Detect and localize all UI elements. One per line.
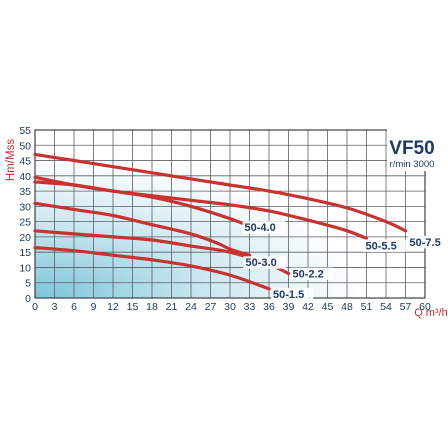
y-tick-label: 30 xyxy=(19,201,31,213)
x-tick-label: 3 xyxy=(52,301,58,313)
y-tick-label: 40 xyxy=(19,171,31,183)
x-tick-label: 45 xyxy=(322,301,334,313)
series-label-bg xyxy=(407,235,448,249)
x-axis-label: Q m³/h xyxy=(414,307,448,319)
x-tick-label: 6 xyxy=(71,301,77,313)
x-tick-label: 60 xyxy=(419,301,431,313)
x-tick-label: 24 xyxy=(185,301,197,313)
y-tick-label: 45 xyxy=(19,156,31,168)
x-tick-label: 18 xyxy=(146,301,158,313)
x-tick-label: 33 xyxy=(244,301,256,313)
x-tick-label: 48 xyxy=(341,301,353,313)
series-label-50-5.5: 50-5.5 xyxy=(366,240,397,252)
y-tick-label: 55 xyxy=(19,125,31,137)
y-tick-label: 50 xyxy=(19,140,31,152)
x-tick-label: 51 xyxy=(361,301,373,313)
chart-title: VF50 xyxy=(389,138,434,159)
title-box: VF50 r/min 3000 xyxy=(387,129,437,171)
plot-frame xyxy=(34,129,426,299)
chart-subtitle: r/min 3000 xyxy=(390,159,435,170)
series-line-50-7.5 xyxy=(33,152,408,233)
series-line-50-1.5 xyxy=(33,246,271,291)
x-tick-label: 57 xyxy=(400,301,412,313)
series-label-50-1.5: 50-1.5 xyxy=(273,289,304,301)
x-tick-label: 21 xyxy=(166,301,178,313)
series-label-bg xyxy=(243,256,286,269)
x-tick-label: 15 xyxy=(127,301,139,313)
x-tick-label: 9 xyxy=(91,301,97,313)
labels-layer: 50-7.5 50-5.5 50-4.0 50-3.0 50-2.2 50-1.5 xyxy=(242,221,448,301)
y-tick-label: 25 xyxy=(19,217,31,229)
series-line-50-4.0 xyxy=(33,180,252,228)
x-tick-label: 39 xyxy=(283,301,295,313)
y-tick-label: 10 xyxy=(19,262,31,274)
y-tick-label: 5 xyxy=(25,278,31,290)
y-tick-label: 0 xyxy=(25,293,31,305)
series-label-50-2.2: 50-2.2 xyxy=(293,269,324,281)
series-label-bg xyxy=(271,287,314,301)
x-tick-label: 36 xyxy=(263,301,275,313)
series-label-50-3.0: 50-3.0 xyxy=(246,257,277,269)
series-layer xyxy=(33,152,408,291)
x-tick-label: 30 xyxy=(224,301,236,313)
x-tick-label: 27 xyxy=(205,301,217,313)
x-tick-label: 0 xyxy=(32,301,38,313)
series-label-50-7.5: 50-7.5 xyxy=(410,237,441,249)
y-tick-label: 20 xyxy=(19,232,31,244)
series-label-bg xyxy=(242,221,285,234)
series-label-bg xyxy=(363,239,406,252)
series-label-50-4.0: 50-4.0 xyxy=(245,222,276,234)
y-tick-label: 15 xyxy=(19,247,31,259)
title-frame xyxy=(387,129,437,171)
x-tick-label: 54 xyxy=(380,301,392,313)
grid: 0 3 6 9 12 15 18 21 24 27 30 33 36 39 42 45 48 51 54 57 6005… xyxy=(19,125,431,313)
x-tick-label: 42 xyxy=(302,301,314,313)
y-tick-label: 35 xyxy=(19,186,31,198)
series-label-bg xyxy=(290,267,333,281)
x-tick-label: 12 xyxy=(107,301,119,313)
series-line-50-3.0 xyxy=(33,201,252,257)
y-axis-label: Hm/Mss xyxy=(5,139,17,181)
